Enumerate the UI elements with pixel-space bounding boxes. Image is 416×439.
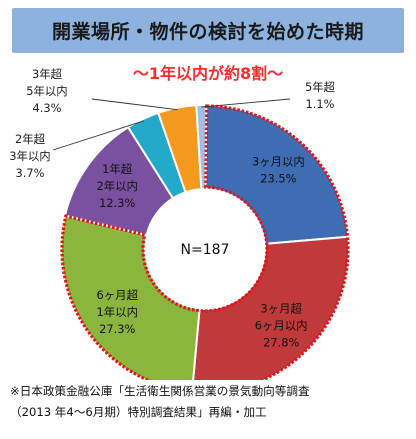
slice-7 bbox=[195, 104, 208, 191]
donut-chart: N=187 3ヶ月以内 23.5% 3ヶ月超 6ヶ月以内 27.8% 6ヶ月超 1年以内 27.… bbox=[9, 67, 350, 380]
leader-line-5 bbox=[52, 120, 144, 151]
title-banner: 開業場所・物件の検討を始めた時期 bbox=[12, 8, 404, 53]
source-note: ※日本政策金融公庫「生活衛生関係営業の景気動向等調査 （2013 年4～6月期）… bbox=[10, 381, 410, 423]
leader-line-6 bbox=[91, 98, 178, 111]
slice-label-2: 3ヶ月超 6ヶ月以内 27.8% bbox=[255, 302, 308, 350]
highlight-outline bbox=[60, 104, 350, 380]
slice-label-6: 3年超 5年以内 4.3% bbox=[26, 67, 67, 115]
slice-label-5: 2年超 3年以内 3.7% bbox=[9, 132, 50, 180]
center-label: N=187 bbox=[181, 242, 230, 258]
slice-label-3: 6ヶ月超 1年以内 27.3% bbox=[97, 288, 139, 336]
slice-label-1: 3ヶ月以内 23.5% bbox=[252, 154, 305, 185]
chart-subtitle: ～1年以内が約8割～ bbox=[132, 64, 284, 83]
slice-label-7: 5年超 1.1% bbox=[305, 80, 336, 111]
source-line-2: （2013 年4～6月期）特別調査結果」再編・加工 bbox=[10, 405, 267, 419]
chart-title: 開業場所・物件の検討を始めた時期 bbox=[51, 21, 364, 43]
slice-label-4: 1年超 2年以内 12.3% bbox=[96, 162, 137, 210]
leader-line-7 bbox=[201, 98, 291, 108]
source-line-1: ※日本政策金融公庫「生活衛生関係営業の景気動向等調査 bbox=[10, 384, 310, 398]
